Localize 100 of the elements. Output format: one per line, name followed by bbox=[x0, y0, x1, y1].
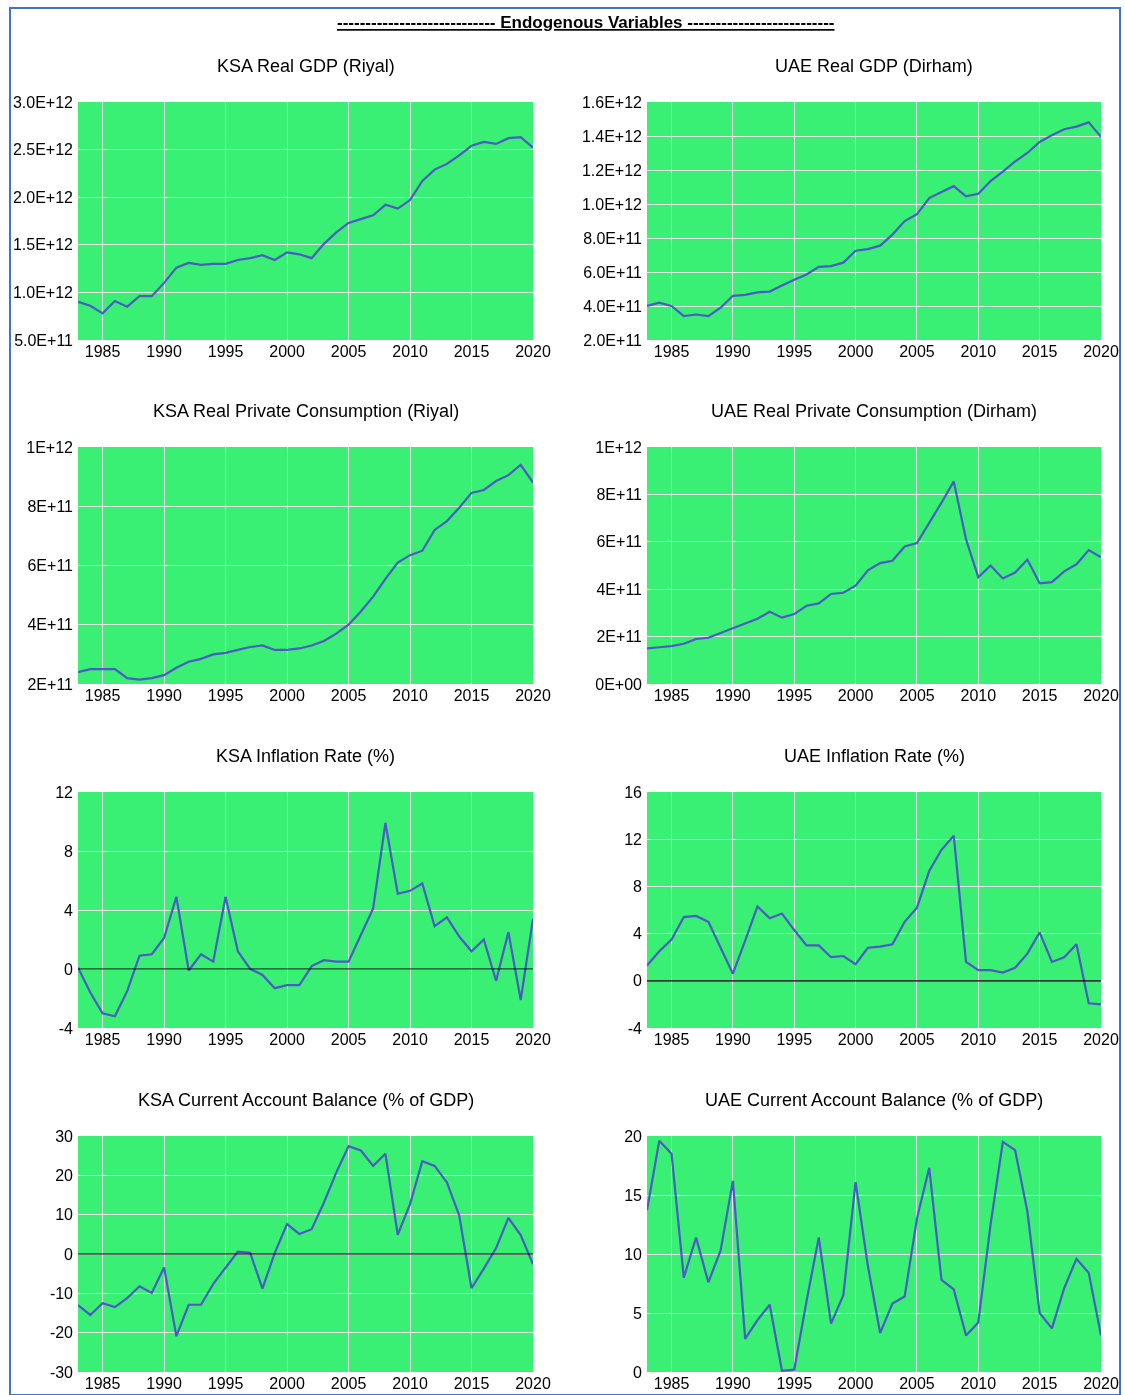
chart-title: KSA Real GDP (Riyal) bbox=[217, 56, 395, 76]
x-tick-label: 2005 bbox=[330, 343, 367, 360]
y-tick-label: 8 bbox=[633, 878, 643, 895]
y-tick-label: 20 bbox=[55, 1166, 74, 1184]
x-tick-label: 1990 bbox=[146, 1375, 182, 1392]
x-tick-label: 2015 bbox=[453, 687, 490, 704]
x-tick-label: 2010 bbox=[392, 1375, 428, 1392]
x-tick-label: 2015 bbox=[453, 1031, 490, 1048]
x-tick-label: 1995 bbox=[776, 1031, 813, 1048]
x-tick-label: 1985 bbox=[84, 1031, 121, 1048]
x-tick-label: 2000 bbox=[269, 343, 305, 360]
x-tick-label: 2010 bbox=[392, 343, 428, 360]
y-tick-label: 8 bbox=[64, 842, 74, 860]
x-tick-label: 2020 bbox=[1083, 1031, 1119, 1048]
y-tick-label: 1.0E+12 bbox=[581, 195, 643, 213]
y-tick-label: 16 bbox=[624, 783, 643, 801]
y-tick-label: -4 bbox=[58, 1019, 74, 1037]
x-tick-label: 2005 bbox=[330, 1031, 367, 1048]
x-tick-label: 2015 bbox=[1021, 343, 1058, 360]
y-tick-label: 8E+11 bbox=[596, 486, 643, 503]
y-tick-label: -4 bbox=[627, 1019, 643, 1037]
x-tick-label: 2005 bbox=[330, 1375, 367, 1392]
x-tick-label: 1990 bbox=[715, 1375, 751, 1392]
y-tick-label: 10 bbox=[624, 1245, 643, 1263]
x-tick-label: 2000 bbox=[269, 687, 305, 704]
x-tick-label: 1995 bbox=[207, 1375, 244, 1392]
y-tick-label: 4.0E+11 bbox=[583, 297, 643, 315]
x-tick-label: 2000 bbox=[837, 1375, 874, 1392]
chart-title: UAE Inflation Rate (%) bbox=[784, 746, 966, 766]
y-tick-label: 2.0E+12 bbox=[12, 188, 74, 206]
x-tick-label: 1985 bbox=[653, 1031, 690, 1048]
y-tick-label: 6.0E+11 bbox=[583, 263, 643, 281]
x-tick-label: 1990 bbox=[715, 1031, 751, 1048]
x-tick-label: 1985 bbox=[653, 343, 690, 360]
y-tick-label: -20 bbox=[49, 1324, 74, 1342]
x-tick-label: 1995 bbox=[207, 687, 244, 704]
y-tick-label: 4 bbox=[64, 901, 74, 919]
x-tick-label: 2015 bbox=[1021, 1375, 1058, 1392]
chart-title: UAE Current Account Balance (% of GDP) bbox=[705, 1090, 1044, 1110]
chart-title: KSA Inflation Rate (%) bbox=[216, 746, 396, 766]
x-tick-label: 2010 bbox=[960, 1031, 997, 1048]
x-tick-label: 2020 bbox=[515, 1031, 551, 1048]
x-tick-label: 2015 bbox=[1021, 687, 1058, 704]
y-tick-label: 10 bbox=[55, 1206, 74, 1224]
x-tick-label: 2010 bbox=[960, 1375, 997, 1392]
y-tick-label: 0E+00 bbox=[595, 675, 643, 693]
x-tick-label: 2020 bbox=[515, 687, 551, 704]
y-tick-label: 1E+12 bbox=[26, 438, 74, 456]
x-tick-label: 2010 bbox=[960, 687, 997, 704]
y-tick-label: 1.2E+12 bbox=[581, 161, 643, 179]
y-tick-label: 1.5E+12 bbox=[12, 236, 74, 254]
y-tick-label: 1.0E+12 bbox=[12, 284, 74, 301]
x-tick-label: 2005 bbox=[899, 343, 935, 360]
x-tick-label: 2005 bbox=[899, 1375, 935, 1392]
x-tick-label: 2005 bbox=[899, 1031, 935, 1048]
y-tick-label: 4E+11 bbox=[27, 616, 74, 634]
x-tick-label: 1985 bbox=[84, 343, 121, 360]
y-tick-label: 6E+11 bbox=[27, 557, 74, 575]
text: ---------------------------- Endogenous Variables -------------------------- bbox=[337, 13, 835, 32]
x-tick-label: 2020 bbox=[1083, 687, 1119, 704]
y-tick-label: 1E+12 bbox=[595, 438, 643, 456]
x-tick-label: 2015 bbox=[1021, 1031, 1058, 1048]
x-tick-label: 2005 bbox=[899, 687, 935, 704]
y-tick-label: 0 bbox=[633, 972, 643, 990]
x-tick-label: 2000 bbox=[269, 1031, 305, 1048]
y-tick-label: 20 bbox=[624, 1127, 643, 1145]
chart-title: UAE Real Private Consumption (Dirham) bbox=[711, 401, 1038, 421]
y-tick-label: 3.0E+12 bbox=[12, 93, 74, 111]
y-tick-label: 12 bbox=[55, 783, 74, 801]
y-tick-label: 0 bbox=[633, 1363, 643, 1381]
y-tick-label: -10 bbox=[49, 1284, 74, 1302]
x-tick-label: 1990 bbox=[715, 687, 751, 704]
x-tick-label: 2020 bbox=[515, 1375, 551, 1392]
chart-title: KSA Real Private Consumption (Riyal) bbox=[153, 401, 460, 421]
x-tick-label: 2005 bbox=[330, 687, 367, 704]
x-tick-label: 2010 bbox=[392, 1031, 428, 1048]
y-tick-label: 2E+11 bbox=[27, 675, 74, 693]
y-tick-label: 5 bbox=[633, 1304, 643, 1322]
x-tick-label: 1985 bbox=[653, 687, 690, 704]
y-tick-label: 0 bbox=[64, 960, 74, 978]
y-tick-label: 12 bbox=[624, 830, 643, 848]
x-tick-label: 2020 bbox=[515, 343, 551, 360]
y-tick-label: 0 bbox=[64, 1245, 74, 1263]
x-tick-label: 2020 bbox=[1083, 1375, 1119, 1392]
x-tick-label: 2015 bbox=[453, 1375, 490, 1392]
y-tick-label: 2E+11 bbox=[596, 628, 643, 646]
y-tick-label: 2.5E+12 bbox=[12, 141, 74, 159]
x-tick-label: 1990 bbox=[715, 343, 751, 360]
y-tick-label: 8E+11 bbox=[27, 497, 74, 515]
x-tick-label: 2020 bbox=[1083, 343, 1119, 360]
y-tick-label: 30 bbox=[55, 1127, 74, 1145]
y-tick-label: 4E+11 bbox=[596, 580, 643, 598]
x-tick-label: 1985 bbox=[84, 687, 121, 704]
y-tick-label: 1.4E+12 bbox=[581, 127, 643, 145]
y-tick-label: 5.0E+11 bbox=[14, 331, 74, 349]
x-tick-label: 1995 bbox=[776, 1375, 813, 1392]
x-tick-label: 2010 bbox=[392, 687, 428, 704]
x-tick-label: 1995 bbox=[207, 343, 244, 360]
x-tick-label: 1990 bbox=[146, 343, 182, 360]
x-tick-label: 1990 bbox=[146, 1031, 182, 1048]
